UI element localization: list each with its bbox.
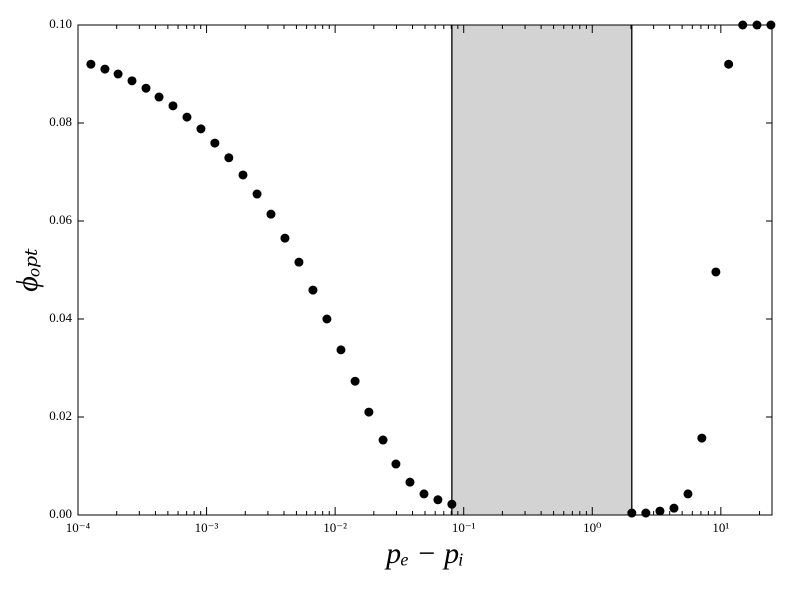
point — [196, 124, 206, 134]
y-tick-label: 0.00 — [49, 506, 72, 521]
point — [224, 153, 234, 163]
point — [350, 376, 360, 386]
point — [641, 508, 651, 518]
point — [280, 233, 290, 243]
point — [655, 506, 665, 516]
point — [405, 477, 415, 487]
y-tick-label: 0.02 — [49, 408, 72, 423]
point — [433, 495, 443, 505]
point — [113, 69, 123, 79]
point — [182, 112, 192, 122]
point — [168, 101, 178, 111]
point — [683, 489, 693, 499]
point — [669, 503, 679, 513]
point — [711, 267, 721, 277]
y-tick-label: 0.10 — [49, 16, 72, 31]
point — [697, 433, 707, 443]
point — [86, 59, 96, 69]
x-tick-label: 10¹ — [712, 520, 729, 535]
y-axis-label: ϕₒₚₜ — [11, 248, 44, 292]
point — [238, 170, 248, 180]
point — [210, 138, 220, 148]
x-tick-label: 10⁻² — [323, 520, 347, 535]
point — [447, 499, 457, 509]
point — [127, 76, 137, 86]
x-tick-label: 10⁻³ — [195, 520, 219, 535]
point — [419, 489, 429, 499]
x-tick-label: 10⁰ — [583, 520, 601, 535]
point — [336, 345, 346, 355]
x-tick-label: 10⁻⁴ — [66, 520, 91, 535]
point — [308, 285, 318, 295]
plot-frame — [77, 24, 773, 516]
point — [266, 209, 276, 219]
point — [364, 407, 374, 417]
x-tick-label: 10⁻¹ — [452, 520, 476, 535]
point — [100, 64, 110, 74]
point — [252, 189, 262, 199]
point — [378, 435, 388, 445]
point — [391, 459, 401, 469]
point — [724, 59, 734, 69]
point — [322, 314, 332, 324]
point — [154, 92, 164, 102]
x-axis-label: pₑ − pᵢ — [384, 537, 464, 570]
y-tick-label: 0.04 — [49, 310, 72, 325]
shaded-span — [451, 25, 632, 515]
point — [627, 508, 637, 518]
point — [294, 257, 304, 267]
y-tick-label: 0.06 — [49, 212, 72, 227]
point — [141, 83, 151, 93]
y-tick-label: 0.08 — [49, 114, 72, 129]
